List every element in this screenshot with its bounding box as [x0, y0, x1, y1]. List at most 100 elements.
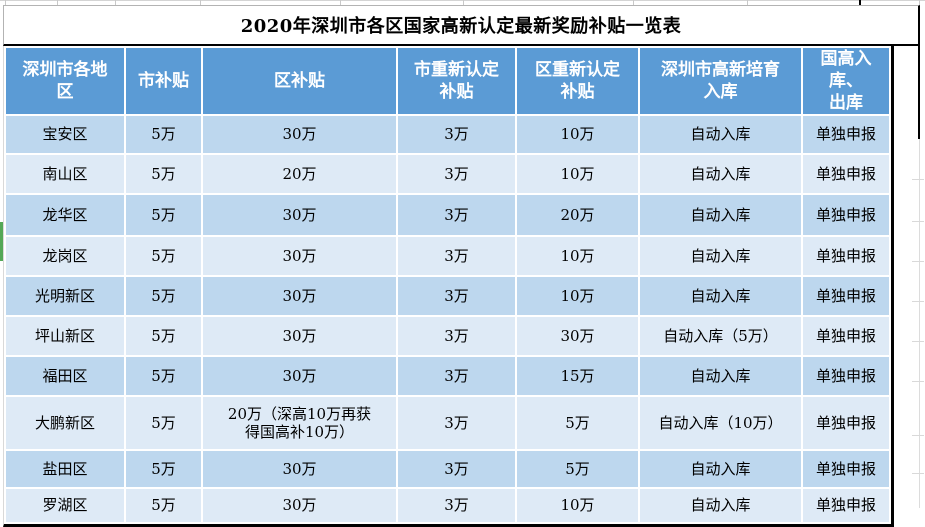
cell-cultivation-entry[interactable]: 自动入库 — [638, 275, 803, 318]
cell-district-subsidy[interactable]: 30万 — [201, 193, 398, 238]
cell-cultivation-entry[interactable]: 自动入库 — [638, 355, 803, 398]
table-row: 大鹏新区 5万 20万（深高10万再获 得国高补10万） 3万 5万 自动入库（… — [4, 395, 891, 452]
gridline-tick — [912, 221, 924, 222]
cell-city-subsidy[interactable]: 5万 — [124, 395, 203, 452]
cell-district-subsidy[interactable]: 20万（深高10万再获 得国高补10万） — [201, 395, 398, 452]
right-gridline — [919, 139, 920, 508]
gridline-tick — [919, 0, 920, 5]
cell-city-recert[interactable]: 3万 — [396, 275, 517, 318]
cell-national-entry[interactable]: 单独申报 — [801, 153, 891, 196]
cell-city-subsidy[interactable]: 5万 — [124, 315, 203, 358]
cell-national-entry[interactable]: 单独申报 — [801, 395, 891, 452]
table-row: 盐田区 5万 30万 3万 5万 自动入库 单独申报 — [4, 449, 891, 490]
cell-region[interactable]: 龙华区 — [4, 193, 126, 238]
cell-city-recert[interactable]: 3万 — [396, 235, 517, 278]
cell-district-subsidy[interactable]: 30万 — [201, 315, 398, 358]
cell-city-recert[interactable]: 3万 — [396, 193, 517, 238]
header-cell-district-subsidy[interactable]: 区补贴 — [201, 45, 398, 117]
cell-city-subsidy[interactable]: 5万 — [124, 153, 203, 196]
cell-city-subsidy[interactable]: 5万 — [124, 275, 203, 318]
cell-city-recert[interactable]: 3万 — [396, 395, 517, 452]
cell-region[interactable]: 盐田区 — [4, 449, 126, 490]
cell-district-subsidy[interactable]: 30万 — [201, 235, 398, 278]
cell-district-subsidy[interactable]: 30万 — [201, 355, 398, 398]
cell-district-recert[interactable]: 5万 — [515, 395, 640, 452]
gridline-tick — [747, 0, 748, 5]
table-row: 坪山新区 5万 30万 3万 30万 自动入库（5万） 单独申报 — [4, 315, 891, 358]
cell-national-entry[interactable]: 单独申报 — [801, 193, 891, 238]
gridline-tick — [5, 0, 6, 5]
right-border-stub — [918, 46, 920, 139]
header-cell-cultivation-entry[interactable]: 深圳市高新培育 入库 — [638, 45, 803, 117]
cell-region[interactable]: 福田区 — [4, 355, 126, 398]
cell-district-recert[interactable]: 30万 — [515, 315, 640, 358]
gridline-tick — [912, 261, 924, 262]
cell-cultivation-entry[interactable]: 自动入库 — [638, 114, 803, 156]
cell-region[interactable]: 罗湖区 — [4, 487, 126, 525]
header-cell-city-subsidy[interactable]: 市补贴 — [124, 45, 203, 117]
cell-city-recert[interactable]: 3万 — [396, 355, 517, 398]
cell-national-entry[interactable]: 单独申报 — [801, 315, 891, 358]
cell-city-subsidy[interactable]: 5万 — [124, 355, 203, 398]
cell-city-recert[interactable]: 3万 — [396, 487, 517, 525]
cell-district-recert[interactable]: 10万 — [515, 114, 640, 156]
cell-district-recert[interactable]: 5万 — [515, 449, 640, 490]
cell-district-subsidy[interactable]: 30万 — [201, 114, 398, 156]
cell-city-recert[interactable]: 3万 — [396, 114, 517, 156]
cell-region[interactable]: 光明新区 — [4, 275, 126, 318]
cell-cultivation-entry[interactable]: 自动入库 — [638, 153, 803, 196]
cell-cultivation-entry[interactable]: 自动入库（5万） — [638, 315, 803, 358]
cell-district-recert[interactable]: 20万 — [515, 193, 640, 238]
cell-district-subsidy[interactable]: 20万 — [201, 153, 398, 196]
header-cell-city-recert[interactable]: 市重新认定 补贴 — [396, 45, 517, 117]
table-row: 福田区 5万 30万 3万 15万 自动入库 单独申报 — [4, 355, 891, 398]
gridline-tick — [463, 0, 464, 5]
cell-national-entry[interactable]: 单独申报 — [801, 355, 891, 398]
header-cell-region[interactable]: 深圳市各地 区 — [4, 45, 126, 117]
table-row: 光明新区 5万 30万 3万 10万 自动入库 单独申报 — [4, 275, 891, 318]
cell-city-recert[interactable]: 3万 — [396, 449, 517, 490]
cell-cultivation-entry[interactable]: 自动入库（10万） — [638, 395, 803, 452]
table-row: 宝安区 5万 30万 3万 10万 自动入库 单独申报 — [4, 114, 891, 156]
cell-district-recert[interactable]: 15万 — [515, 355, 640, 398]
cell-cultivation-entry[interactable]: 自动入库 — [638, 235, 803, 278]
cell-national-entry[interactable]: 单独申报 — [801, 275, 891, 318]
cell-city-subsidy[interactable]: 5万 — [124, 487, 203, 525]
cell-city-subsidy[interactable]: 5万 — [124, 235, 203, 278]
cell-cultivation-entry[interactable]: 自动入库 — [638, 449, 803, 490]
cell-region[interactable]: 坪山新区 — [4, 315, 126, 358]
cell-national-entry[interactable]: 单独申报 — [801, 449, 891, 490]
cell-cultivation-entry[interactable]: 自动入库 — [638, 193, 803, 238]
cell-region[interactable]: 宝安区 — [4, 114, 126, 156]
cell-national-entry[interactable]: 单独申报 — [801, 487, 891, 525]
cell-district-subsidy[interactable]: 30万 — [201, 275, 398, 318]
cell-cultivation-entry[interactable]: 自动入库 — [638, 487, 803, 525]
cell-national-entry[interactable]: 单独申报 — [801, 235, 891, 278]
header-cell-district-recert[interactable]: 区重新认定 补贴 — [515, 45, 640, 117]
table-row: 罗湖区 5万 30万 3万 10万 自动入库 单独申报 — [4, 487, 891, 525]
cell-region[interactable]: 南山区 — [4, 153, 126, 196]
cell-district-subsidy[interactable]: 30万 — [201, 487, 398, 525]
header-cell-national-entry[interactable]: 国高入库、 出库 — [801, 45, 891, 117]
table-title-cell[interactable]: 2020年深圳市各区国家高新认定最新奖励补贴一览表 — [3, 5, 920, 46]
gridline-tick — [200, 0, 201, 5]
cell-district-recert[interactable]: 10万 — [515, 275, 640, 318]
cell-district-subsidy[interactable]: 30万 — [201, 449, 398, 490]
cell-city-subsidy[interactable]: 5万 — [124, 449, 203, 490]
table-header-row: 深圳市各地 区 市补贴 区补贴 市重新认定 补贴 区重新认定 补贴 深圳市高新培… — [4, 45, 891, 117]
cell-city-recert[interactable]: 3万 — [396, 153, 517, 196]
cell-national-entry[interactable]: 单独申报 — [801, 114, 891, 156]
cell-city-subsidy[interactable]: 5万 — [124, 114, 203, 156]
gridline-tick — [115, 0, 116, 5]
table-title: 2020年深圳市各区国家高新认定最新奖励补贴一览表 — [240, 16, 682, 37]
cell-region[interactable]: 大鹏新区 — [4, 395, 126, 452]
cell-district-recert[interactable]: 10万 — [515, 235, 640, 278]
cell-city-subsidy[interactable]: 5万 — [124, 193, 203, 238]
gridline-tick — [633, 0, 634, 5]
gridline-tick — [912, 473, 924, 474]
row-highlight-marker — [0, 222, 5, 261]
cell-region[interactable]: 龙岗区 — [4, 235, 126, 278]
cell-city-recert[interactable]: 3万 — [396, 315, 517, 358]
cell-district-recert[interactable]: 10万 — [515, 487, 640, 525]
cell-district-recert[interactable]: 10万 — [515, 153, 640, 196]
